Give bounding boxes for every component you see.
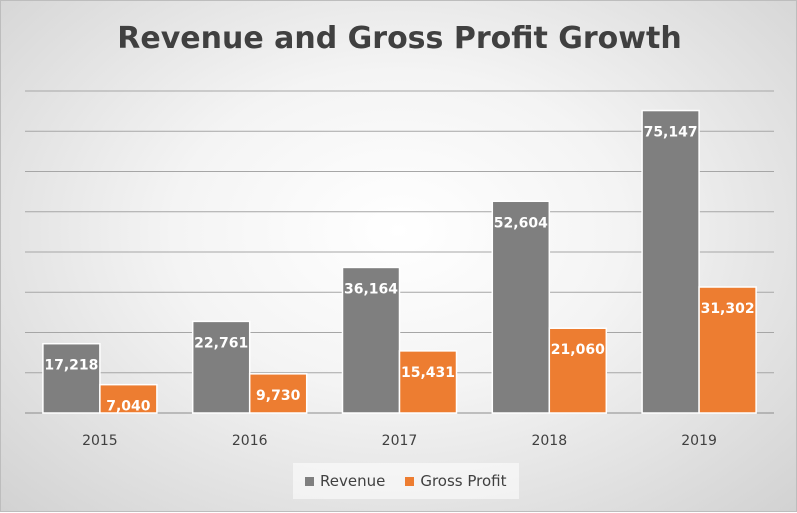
legend-swatch-gross-profit	[405, 476, 415, 486]
x-tick-label-2018: 2018	[531, 433, 567, 449]
legend-label-revenue: Revenue	[320, 472, 386, 490]
legend-label-gross-profit: Gross Profit	[420, 472, 507, 490]
bar-revenue-2015	[42, 342, 101, 414]
bar-gross-profit-2015	[99, 383, 158, 414]
data-label-revenue-2018: 52,604	[494, 215, 548, 231]
data-label-revenue-2017: 36,164	[344, 281, 398, 297]
data-label-gross-profit-2016: 9,730	[256, 388, 301, 404]
legend-item-gross-profit: Gross Profit	[405, 472, 507, 490]
data-label-gross-profit-2017: 15,431	[401, 365, 455, 381]
bar-revenue-2018	[491, 200, 551, 414]
data-label-revenue-2015: 17,218	[44, 358, 98, 374]
data-label-revenue-2016: 22,761	[194, 335, 248, 351]
x-tick-label-2016: 2016	[232, 433, 268, 449]
legend-swatch-revenue	[305, 476, 314, 486]
bar-gross-profit-2019	[698, 286, 757, 414]
x-tick-label-2015: 2015	[82, 433, 118, 449]
data-label-gross-profit-2015: 7,040	[106, 399, 151, 415]
bar-gross-profit-2017	[398, 350, 458, 414]
data-label-revenue-2019: 75,147	[644, 125, 698, 141]
bar-gross-profit-2018	[548, 327, 608, 414]
x-tick-label-2017: 2017	[382, 433, 418, 449]
bar-revenue-2017	[341, 266, 401, 414]
bar-revenue-2019	[641, 109, 700, 414]
chart-title: Revenue and Gross Profit Growth	[117, 21, 682, 56]
legend-item-revenue: Revenue	[305, 472, 385, 490]
legend: Revenue Gross Profit	[293, 463, 519, 499]
data-label-gross-profit-2018: 21,060	[551, 342, 605, 358]
data-label-gross-profit-2019: 31,302	[701, 301, 755, 317]
bar-gross-profit-2016	[248, 373, 308, 414]
x-tick-label-2019: 2019	[681, 433, 717, 449]
bar-revenue-2016	[191, 320, 251, 414]
